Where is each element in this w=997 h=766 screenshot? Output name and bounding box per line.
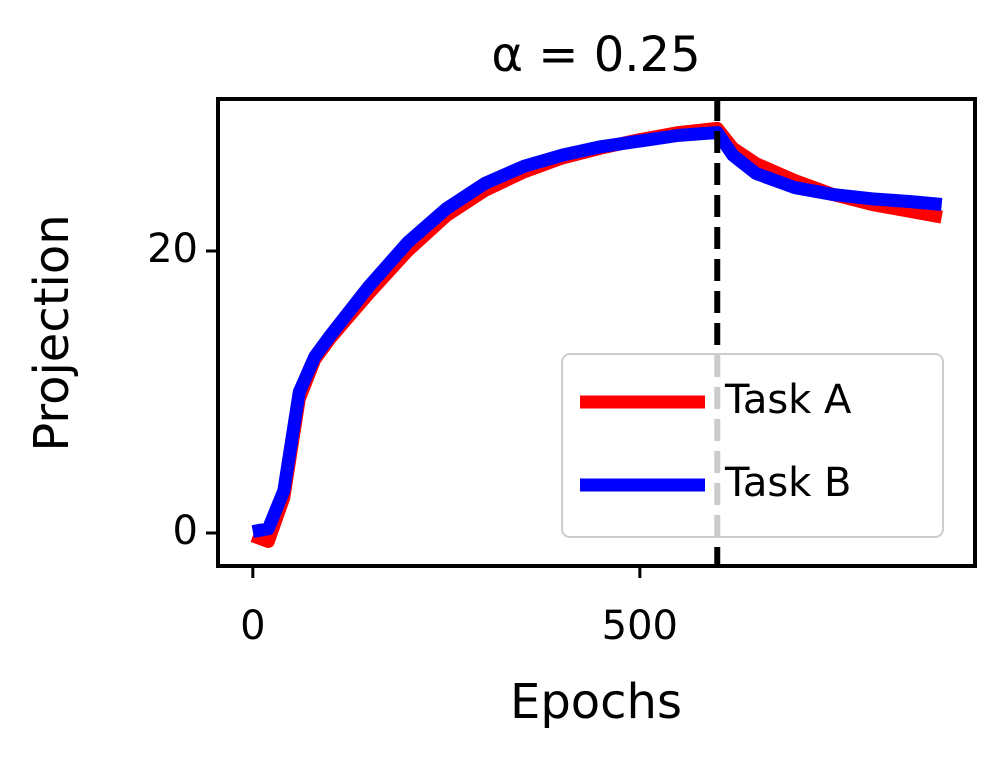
legend-label: Task B [724, 460, 851, 506]
axes-frame [216, 97, 977, 568]
x-tick-label: 500 [602, 603, 678, 649]
y-tick-label: 0 [173, 508, 198, 554]
chart-title: α = 0.25 [491, 27, 700, 83]
line [251, 126, 943, 538]
y-tick-label: 20 [147, 226, 198, 272]
y-axis-label: Projection [24, 214, 80, 451]
x-tick-label: 0 [240, 603, 265, 649]
legend-label: Task A [724, 377, 852, 423]
x-axis-label: Epochs [510, 674, 682, 730]
